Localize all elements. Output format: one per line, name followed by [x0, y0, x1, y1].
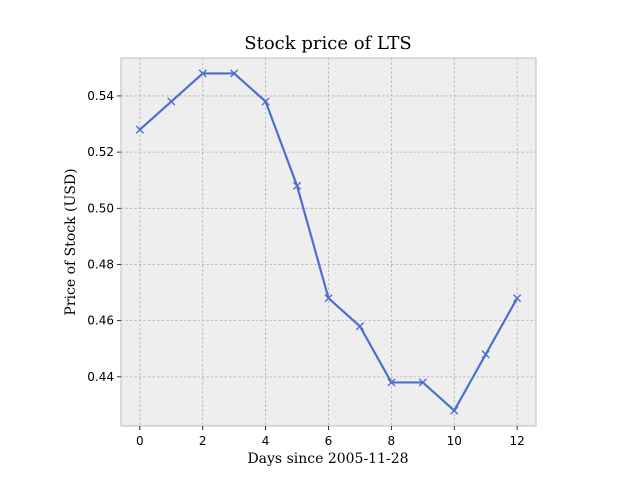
- y-axis-label: Price of Stock (USD): [63, 168, 79, 315]
- x-tick-label: 6: [325, 434, 333, 448]
- chart-title: Stock price of LTS: [244, 33, 412, 54]
- data-point: [135, 125, 144, 134]
- data-point: [198, 69, 207, 78]
- data-point: [261, 97, 270, 106]
- grid: [121, 58, 536, 426]
- data-point: [167, 97, 176, 106]
- x-tick-label: 4: [262, 434, 270, 448]
- data-point: [324, 294, 333, 303]
- ticks: 0 2 4 6 8 10 12 0.44 0.46 0.48 0.50 0.52 0.54: [87, 89, 524, 448]
- data-point: [418, 378, 427, 387]
- data-point: [355, 322, 365, 331]
- x-tick-label: 8: [388, 434, 396, 448]
- data-point: [387, 378, 396, 387]
- data-point: [513, 294, 522, 303]
- series-layer: [135, 69, 522, 415]
- y-tick-label: 0.46: [87, 314, 114, 328]
- x-axis-label: Days since 2005-11-28: [247, 451, 408, 467]
- data-point: [481, 350, 490, 359]
- y-tick-label: 0.52: [87, 145, 114, 159]
- y-tick-label: 0.50: [87, 201, 114, 215]
- x-tick-label: 12: [509, 434, 524, 448]
- data-point: [230, 69, 239, 78]
- x-tick-label: 10: [447, 434, 462, 448]
- x-tick-label: 2: [199, 434, 207, 448]
- y-tick-label: 0.54: [87, 89, 114, 103]
- y-tick-label: 0.44: [87, 370, 114, 384]
- x-tick-label: 0: [136, 434, 144, 448]
- y-tick-label: 0.48: [87, 257, 114, 271]
- data-point: [292, 181, 302, 190]
- data-point: [450, 406, 459, 415]
